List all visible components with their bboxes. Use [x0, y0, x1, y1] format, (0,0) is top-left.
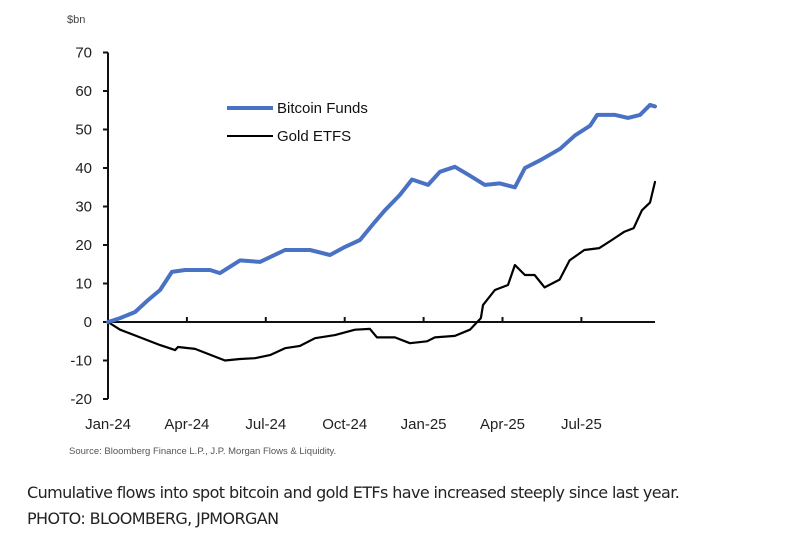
- series-lines: [106, 102, 657, 362]
- x-tick-label: Jul-24: [245, 416, 286, 433]
- y-tick-label: 30: [75, 199, 92, 216]
- legend-label-bitcoin: Bitcoin Funds: [277, 100, 368, 117]
- x-axis: Jan-24 Apr-24 Jul-24 Oct-24 Jan-25 Apr-25 Jul-…: [85, 317, 655, 433]
- legend-label-gold: Gold ETFS: [277, 128, 351, 145]
- y-tick-label: -10: [70, 353, 92, 370]
- photo-credit: PHOTO: BLOOMBERG, JPMORGAN: [27, 509, 279, 528]
- y-tick-label: 50: [75, 122, 92, 139]
- unit-label: $bn: [67, 14, 85, 26]
- series-line-bitcoin-funds: [106, 102, 657, 324]
- y-tick-label: 20: [75, 237, 92, 254]
- y-tick-label: 70: [75, 45, 92, 62]
- x-tick-label: Apr-25: [480, 416, 525, 433]
- x-tick-label: Apr-24: [164, 416, 209, 433]
- legend: Bitcoin Funds Gold ETFS: [227, 100, 368, 145]
- y-tick-label: 40: [75, 160, 92, 177]
- y-axis: 70 60 50 40 30 20 10 0 -10 -20: [70, 45, 109, 408]
- x-tick-label: Jan-25: [401, 416, 447, 433]
- y-tick-label: -20: [70, 391, 92, 408]
- y-tick-label: 0: [84, 314, 92, 331]
- y-tick-label: 10: [75, 276, 92, 293]
- x-tick-label: Jul-25: [561, 416, 602, 433]
- y-tick-label: 60: [75, 83, 92, 100]
- x-tick-label: Oct-24: [322, 416, 367, 433]
- caption-text: Cumulative flows into spot bitcoin and g…: [27, 483, 680, 502]
- x-tick-label: Jan-24: [85, 416, 131, 433]
- chart: $bn 70 60 50 40 30 20 10 0 -10 -20 Jan-24 Apr-24 Ju…: [67, 14, 657, 433]
- series-line-gold-etfs: [106, 180, 657, 362]
- source-note: Source: Bloomberg Finance L.P., J.P. Mor…: [69, 446, 337, 457]
